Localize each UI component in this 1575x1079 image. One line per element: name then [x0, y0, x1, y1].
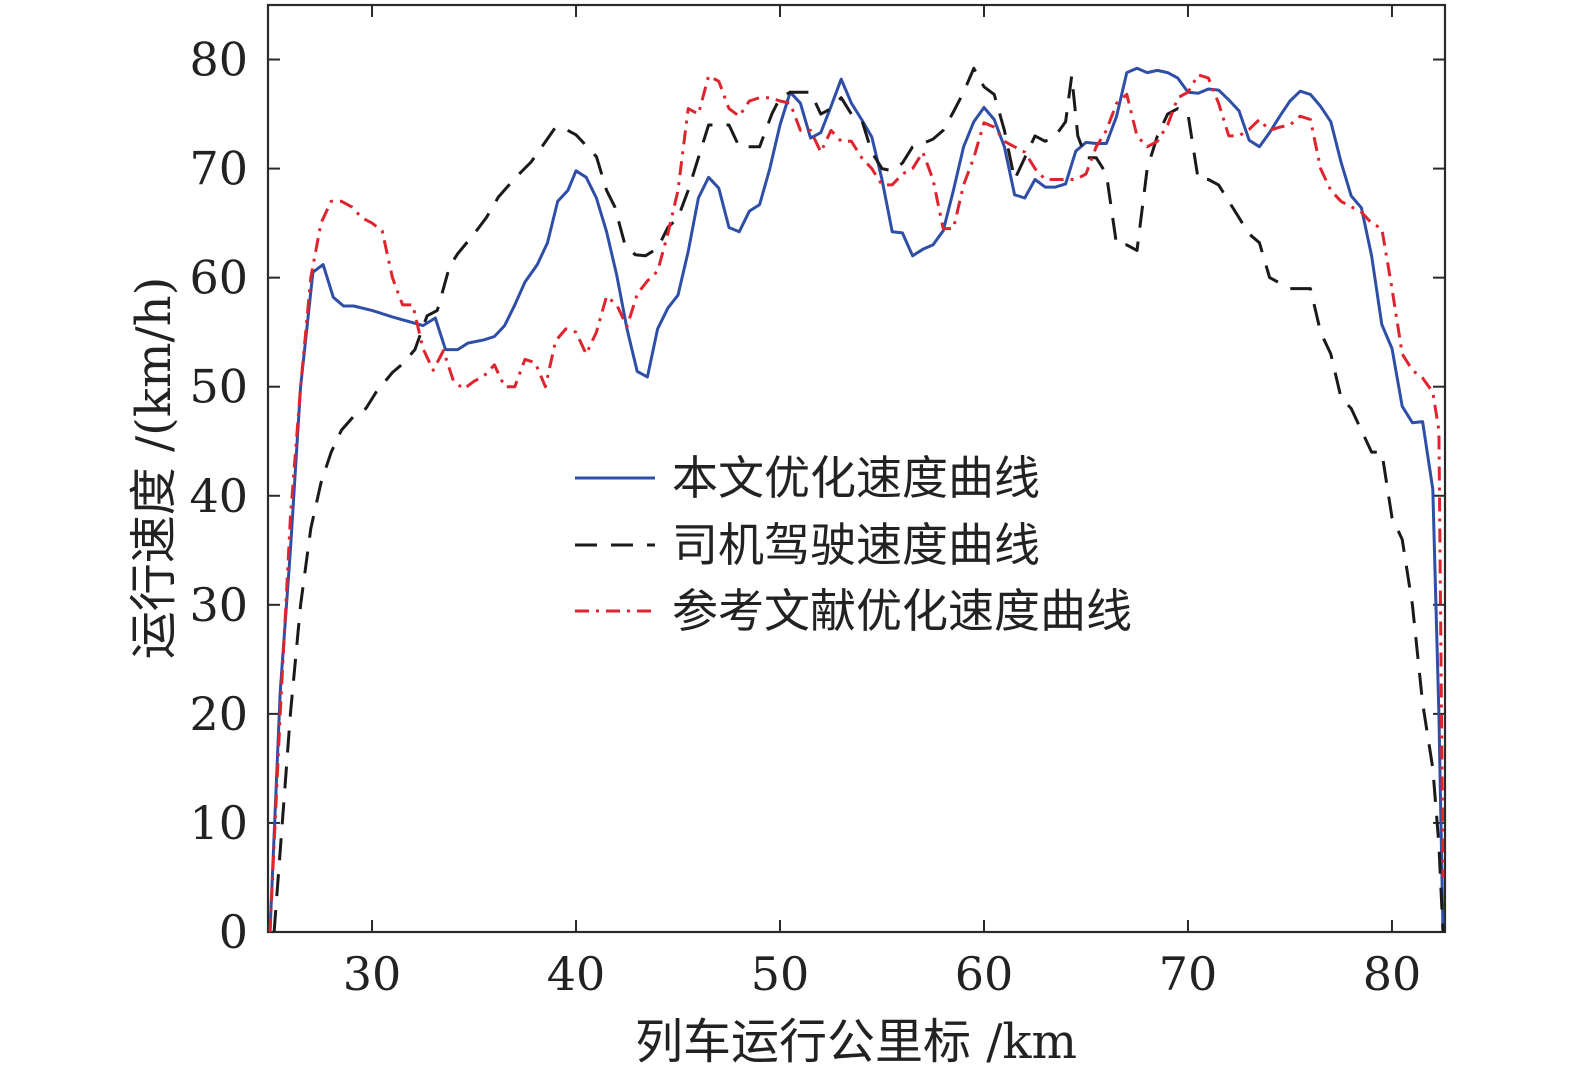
- series-line-reference: [268, 73, 1445, 933]
- series-line-driver: [272, 66, 1445, 933]
- x-tick-label: 40: [547, 947, 606, 1001]
- y-tick-label: 70: [189, 142, 248, 196]
- x-tick-label: 30: [343, 947, 402, 1001]
- plot-frame: [266, 3, 1447, 934]
- legend-label-reference: 参考文献优化速度曲线: [672, 584, 1132, 638]
- y-tick-label: 20: [189, 687, 248, 741]
- y-tick-label: 50: [189, 360, 248, 414]
- y-tick-label: 60: [189, 251, 248, 305]
- legend-label-optimized: 本文优化速度曲线: [672, 451, 1040, 505]
- y-axis-title: 运行速度 /(km/h): [126, 277, 182, 660]
- y-tick-label: 80: [189, 33, 248, 87]
- y-tick-label: 40: [189, 469, 248, 523]
- axis-tick-labels: 30 40 50 60 70 80 0 10 20 30 40 50 60 70 80: [189, 33, 1421, 1001]
- y-tick-label: 0: [219, 905, 248, 959]
- x-tick-label: 70: [1159, 947, 1218, 1001]
- y-tick-label: 10: [189, 796, 248, 850]
- x-tick-label: 60: [955, 947, 1014, 1001]
- x-tick-label: 80: [1363, 947, 1422, 1001]
- y-tick-label: 30: [189, 578, 248, 632]
- series-line-optimized: [268, 66, 1445, 933]
- x-axis-title: 列车运行公里标 /km: [635, 1014, 1077, 1070]
- legend-label-driver: 司机驾驶速度曲线: [672, 518, 1040, 572]
- legend: 本文优化速度曲线 司机驾驶速度曲线 参考文献优化速度曲线: [575, 451, 1132, 638]
- series-layer: [268, 66, 1445, 933]
- x-tick-label: 50: [751, 947, 810, 1001]
